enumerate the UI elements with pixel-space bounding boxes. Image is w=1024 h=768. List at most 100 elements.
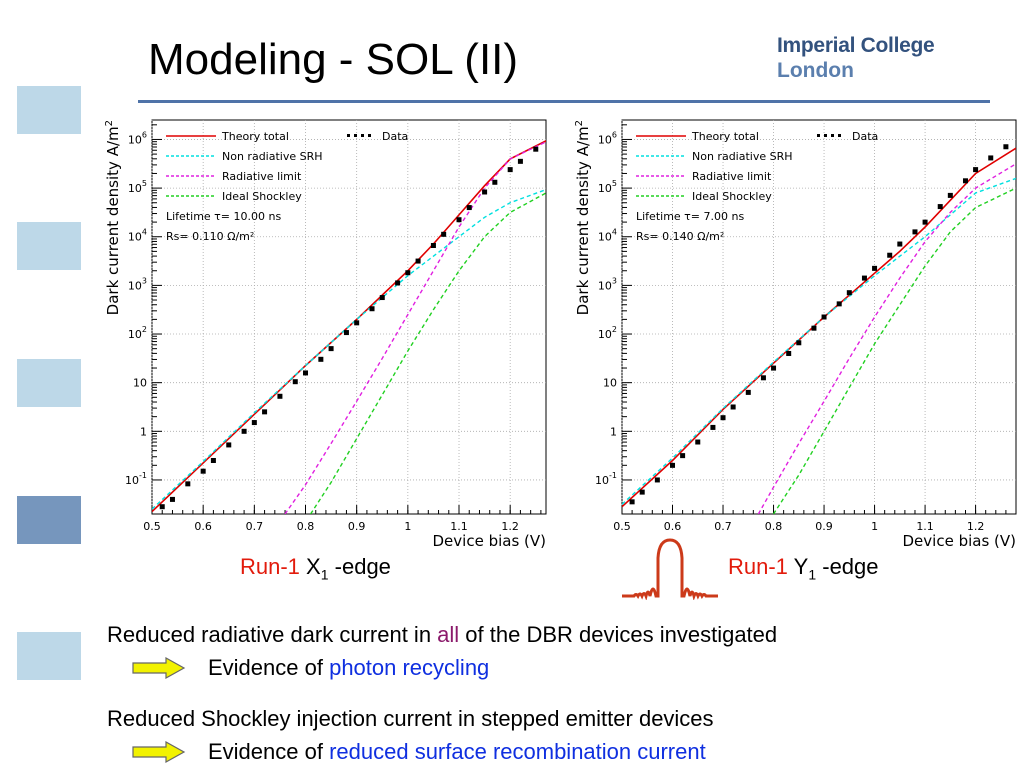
legend-rs: Rs= 0.110 Ω/m²: [166, 230, 254, 243]
data-point: [670, 462, 676, 468]
legend-label: Ideal Shockley: [222, 190, 302, 203]
x-tick-label: 1.2: [967, 520, 985, 533]
caption-right-run: Run-1: [728, 554, 788, 579]
decorative-square-5: [17, 632, 81, 680]
data-point: [369, 306, 375, 312]
bullet-radiative: Reduced radiative dark current in all of…: [107, 622, 777, 648]
data-point: [639, 489, 645, 495]
data-point: [973, 167, 979, 173]
legend-label: Theory total: [221, 130, 289, 143]
data-point: [811, 325, 817, 331]
y-tick-label: 104: [598, 228, 617, 244]
data-point: [169, 496, 175, 502]
x-tick-label: 0.6: [194, 520, 212, 533]
data-point: [947, 192, 953, 198]
legend-label: Radiative limit: [222, 170, 302, 183]
x-tick-label: 0.8: [765, 520, 783, 533]
data-point: [533, 146, 539, 152]
caption-right-label: Y: [793, 554, 809, 579]
bullet-shockley-text: Reduced Shockley injection current in st…: [107, 706, 714, 731]
data-point: [710, 424, 716, 430]
x-tick-label: 0.6: [664, 520, 682, 533]
caption-left: Run-1 X1 -edge: [240, 554, 391, 582]
y-tick-label: 105: [128, 179, 147, 195]
data-point: [466, 205, 472, 211]
plot-frame: [621, 119, 1017, 515]
legend-data-marker: [354, 134, 357, 137]
decorative-square-3: [17, 359, 81, 407]
logo-line-1: Imperial College: [777, 34, 935, 57]
data-point: [962, 178, 968, 184]
bullet-radiative-post: of the DBR devices investigated: [459, 622, 778, 647]
data-point: [318, 356, 324, 362]
data-point: [441, 231, 447, 237]
data-point: [745, 389, 751, 395]
emission-pulse-icon: [620, 536, 720, 605]
data-point: [786, 350, 792, 356]
x-tick-label: 1.1: [916, 520, 934, 533]
legend-label: Non radiative SRH: [692, 150, 793, 163]
x-axis-label: Device bias (V): [903, 532, 1017, 550]
caption-right: Run-1 Y1 -edge: [728, 554, 879, 582]
data-point: [517, 158, 523, 164]
legend-data-marker: [368, 134, 371, 137]
series-line-non-radiative-srh: [622, 177, 1016, 505]
x-tick-label: 0.9: [348, 520, 366, 533]
legend-label: Ideal Shockley: [692, 190, 772, 203]
legend-lifetime: Lifetime τ= 7.00 ns: [636, 210, 744, 223]
data-point: [760, 375, 766, 381]
data-point: [405, 270, 411, 276]
decorative-square-2: [17, 222, 81, 270]
legend-data-label: Data: [382, 130, 408, 143]
data-point: [1003, 144, 1009, 150]
data-point: [629, 499, 635, 505]
y-tick-label: 10-1: [595, 471, 617, 487]
x-tick-label: 0.7: [246, 520, 263, 533]
x-tick-label: 1.2: [501, 520, 519, 533]
data-point: [185, 481, 191, 487]
chart-svg: 0.5 0.6 0.7 0.8 0.9 1 1.1 1.2 10-1 1 10 102 103 104 10…: [574, 119, 1017, 550]
data-point: [395, 280, 401, 286]
y-tick-label: 10: [133, 377, 147, 390]
y-tick-label: 1: [140, 425, 147, 438]
y-tick-label: 104: [128, 228, 147, 244]
y-axis-label: Dark current density A/m2: [574, 120, 592, 315]
data-point: [771, 365, 777, 371]
caption-right-sub: 1: [808, 566, 817, 583]
decorative-square-1: [17, 86, 81, 134]
data-point: [379, 295, 385, 301]
data-point: [720, 415, 726, 421]
x-tick-label: 0.7: [714, 520, 732, 533]
data-point: [292, 379, 298, 385]
evidence-1-pre: Evidence of: [208, 655, 330, 681]
data-point: [430, 242, 436, 248]
data-point: [303, 370, 309, 376]
legend-rs: Rs= 0.140 Ω/m²: [636, 230, 724, 243]
data-point: [415, 258, 421, 264]
caption-left-label: X: [306, 554, 321, 579]
data-point: [277, 393, 283, 399]
data-point: [210, 457, 216, 463]
legend-label: Radiative limit: [692, 170, 772, 183]
decorative-square-4: [17, 496, 81, 544]
data-point: [251, 420, 257, 426]
title-divider: [138, 100, 990, 103]
x-tick-label: 0.9: [815, 520, 833, 533]
data-point: [241, 428, 247, 434]
data-point: [159, 504, 165, 510]
caption-right-suffix: -edge: [816, 554, 879, 579]
series-line-ideal-shockley: [772, 187, 1016, 514]
legend-data-marker: [347, 134, 350, 137]
y-tick-label: 102: [128, 325, 147, 341]
data-point: [872, 265, 878, 271]
series-line-radiative-limit: [757, 163, 1016, 514]
evidence-2-pre: Evidence of: [208, 739, 330, 765]
data-point: [861, 275, 867, 281]
data-point: [897, 241, 903, 247]
x-tick-label: 1: [404, 520, 411, 533]
series-line-radiative-limit: [284, 141, 546, 514]
data-point: [846, 290, 852, 296]
data-point: [507, 167, 513, 173]
data-point: [226, 442, 232, 448]
caption-left-sub: 1: [320, 566, 329, 583]
